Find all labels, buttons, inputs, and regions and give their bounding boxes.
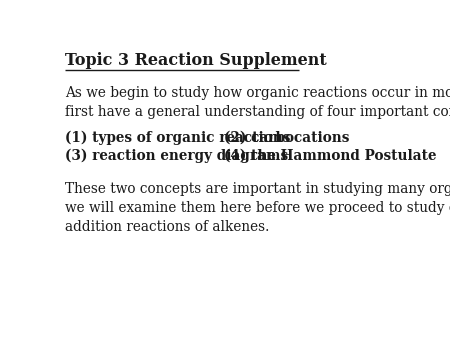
- Text: (2) carbocations: (2) carbocations: [224, 130, 349, 144]
- Text: Topic 3 Reaction Supplement: Topic 3 Reaction Supplement: [65, 52, 327, 69]
- Text: (1) types of organic reactions: (1) types of organic reactions: [65, 130, 290, 145]
- Text: (4) the Hammond Postulate: (4) the Hammond Postulate: [224, 149, 436, 163]
- Text: These two concepts are important in studying many organic reactions so
we will e: These two concepts are important in stud…: [65, 183, 450, 234]
- Text: (3) reaction energy diagrams: (3) reaction energy diagrams: [65, 149, 288, 163]
- Text: As we begin to study how organic reactions occur in more detail, we must
first h: As we begin to study how organic reactio…: [65, 86, 450, 119]
